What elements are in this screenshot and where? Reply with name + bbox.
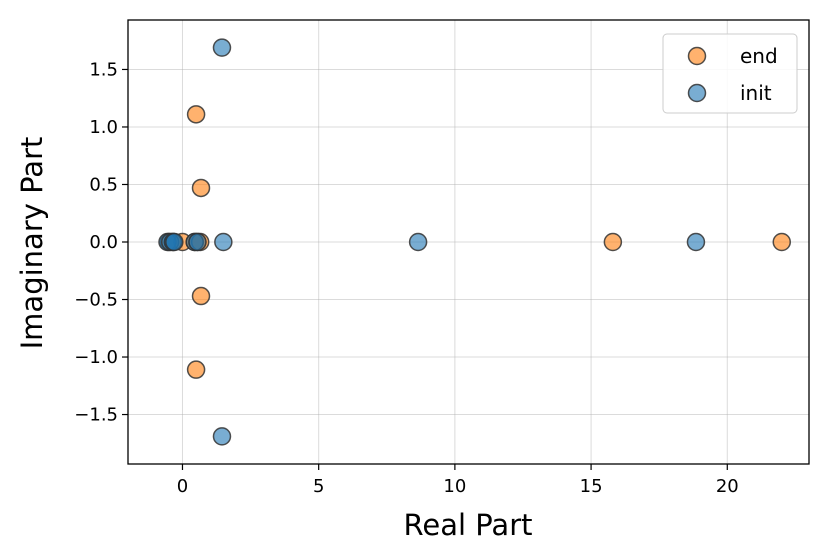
y-tick-label: 0.5 [89,174,118,195]
point-init [408,232,428,252]
series-init [158,38,706,446]
x-axis-label: Real Part [404,508,533,542]
y-tick-label: −1.5 [74,405,118,426]
legend-marker-init [687,83,707,103]
point-end [186,360,206,379]
point-end [191,178,211,198]
y-axis-label: Imaginary Part [15,137,49,350]
point-init [212,427,232,446]
x-tick-label: 5 [313,476,324,497]
x-tick-label: 20 [716,476,739,497]
point-init [188,232,207,252]
legend-marker-end [687,46,707,66]
point-end [603,232,623,252]
legend: end init [662,33,798,114]
legend-label-init: init [740,81,772,105]
point-init [212,38,232,57]
y-tick-label: −1.0 [74,347,118,368]
y-tick-label: 1.5 [89,59,118,80]
x-tick-label: 15 [580,476,603,497]
point-end [191,286,211,306]
x-axis-ticks: 0 5 10 15 20 [177,464,739,497]
point-init [214,232,233,252]
y-tick-label: 0.0 [89,232,118,253]
grid-lines [128,20,809,464]
legend-label-end: end [740,44,778,68]
x-tick-label: 0 [177,476,188,497]
point-end [186,105,206,124]
point-init [686,232,706,252]
point-init [165,232,184,252]
y-tick-label: 1.0 [89,117,118,138]
x-tick-label: 10 [443,476,466,497]
y-axis-ticks: −1.5 −1.0 −0.5 0.0 0.5 1.0 1.5 [74,59,128,426]
point-end [772,232,792,252]
y-tick-label: −0.5 [74,290,118,311]
data-points [158,38,792,446]
